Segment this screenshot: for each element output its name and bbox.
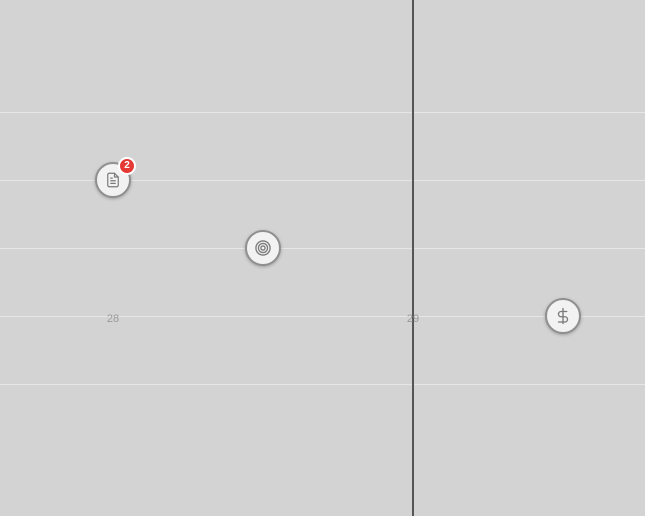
current-time-line (412, 0, 414, 516)
grid-line (0, 316, 645, 317)
dollar-icon (554, 307, 572, 325)
grid-line (0, 384, 645, 385)
document-event-marker[interactable]: 2 (95, 157, 136, 198)
grid-line (0, 112, 645, 113)
notification-badge: 2 (118, 157, 136, 175)
grid-line (0, 180, 645, 181)
dollar-event-marker[interactable] (545, 298, 581, 334)
day-label-28: 28 (106, 313, 120, 325)
day-label-29: 29 (406, 313, 420, 325)
target-icon (253, 238, 273, 258)
grid-line (0, 248, 645, 249)
document-icon (104, 171, 122, 189)
target-event-marker[interactable] (245, 230, 281, 266)
